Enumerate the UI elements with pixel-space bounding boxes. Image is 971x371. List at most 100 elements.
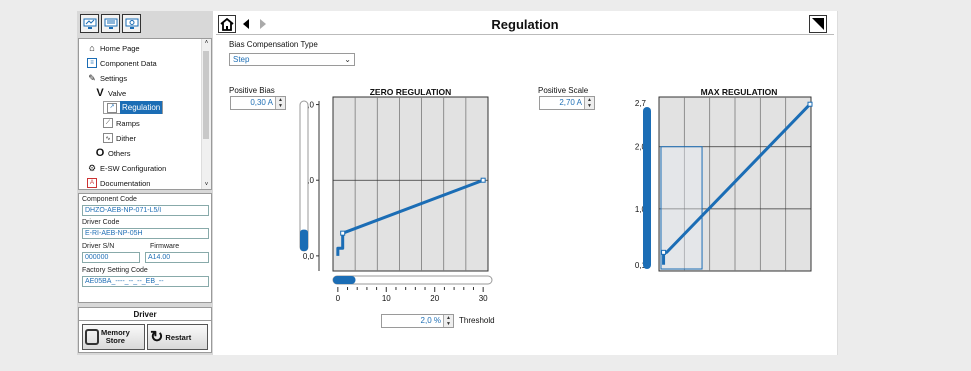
regulation-icon: ↗: [107, 102, 117, 113]
ramps-icon: ⟋: [103, 118, 113, 128]
nav-item-dither[interactable]: ∿ Dither: [103, 131, 136, 145]
nav-item-ramps[interactable]: ⟋ Ramps: [103, 116, 140, 130]
factory-setting-code-field: AE05BA_----_--_--_EB_--: [82, 276, 209, 287]
chevron-down-icon: ⌄: [344, 55, 351, 64]
component-code-field: DHZO-AEB-NP-071-L5/I: [82, 205, 209, 216]
spinner-arrows-icon[interactable]: ▲ ▼: [275, 97, 285, 109]
zero-regulation-line: [336, 178, 484, 256]
corner-triangle-icon: [812, 18, 824, 30]
threshold-spinner[interactable]: 2,0 % ▲ ▼: [381, 314, 454, 328]
pdf-icon: A: [87, 178, 97, 188]
threshold-slider-fill: [333, 276, 356, 284]
nav-item-component-data[interactable]: ≡ Component Data: [87, 56, 157, 70]
y-tick-label: 2,0: [635, 143, 647, 152]
home-button[interactable]: [218, 15, 236, 33]
dither-icon: ∿: [103, 133, 113, 143]
max-regulation-title: MAX REGULATION: [701, 87, 778, 97]
nav-scrollbar-thumb[interactable]: [203, 51, 209, 139]
line-point-marker: [340, 230, 346, 236]
positive-bias-spinner[interactable]: 0,30 A ▲ ▼: [230, 96, 286, 110]
threshold-value: 2,0 %: [420, 316, 441, 325]
scale-slider-fill: [643, 107, 651, 269]
chevron-down-icon[interactable]: ˅: [204, 182, 209, 188]
driver-code-field: E-RI-AEB-NP-05H: [82, 228, 209, 239]
regulation-charts: ZERO REGULATION 0,0 1,0 2,0 0 10 20 30 MAX REGUL…: [299, 87, 813, 303]
nav-item-others[interactable]: O Others: [95, 147, 131, 159]
nav-item-regulation[interactable]: ↗ Regulation: [103, 101, 164, 114]
memory-store-button[interactable]: Memory Store: [82, 324, 145, 350]
driver-sn-label: Driver S/N: [82, 243, 115, 250]
driver-code-label: Driver Code: [82, 219, 120, 226]
collapse-corner-button[interactable]: [809, 15, 827, 33]
home-icon: [220, 17, 234, 31]
configuration-icon: ⚙: [87, 162, 97, 173]
y-tick-label: 2,0: [303, 101, 315, 110]
back-button[interactable]: [237, 15, 255, 33]
home-icon: ⌂: [89, 43, 95, 53]
y-tick-label: 2,7: [635, 99, 647, 108]
page-header: Regulation: [216, 14, 834, 35]
data-icon: ≡: [87, 58, 97, 68]
nav-scrollbar[interactable]: ˄ ˅: [201, 39, 211, 189]
monitor-icon[interactable]: [122, 14, 141, 33]
positive-scale-label: Positive Scale: [538, 86, 589, 95]
pencil-icon: ✎: [88, 72, 96, 83]
max-regulation-range-box: [660, 146, 703, 270]
bias-compensation-type-value: Step: [233, 55, 250, 64]
bias-compensation-type-label: Bias Compensation Type: [229, 40, 318, 49]
driver-panel-title: Driver: [79, 310, 211, 321]
component-code-label: Component Code: [82, 196, 137, 203]
positive-scale-value: 2,70 A: [559, 98, 582, 107]
bias-compensation-type-select[interactable]: Step ⌄: [229, 53, 355, 66]
x-tick-label: 30: [479, 294, 488, 303]
y-tick-label: 0,1: [635, 261, 647, 270]
others-icon: O: [95, 147, 105, 159]
positive-bias-value: 0,30 A: [250, 98, 273, 107]
x-tick-label: 20: [430, 294, 439, 303]
firmware-field: A14.00: [145, 252, 209, 263]
line-point-marker: [480, 177, 486, 183]
memory-store-label: Memory Store: [101, 328, 130, 345]
nav-item-valve[interactable]: V Valve: [96, 87, 127, 99]
connection-toolbar: [80, 14, 141, 34]
monitor-settings-icon[interactable]: [101, 14, 120, 33]
spinner-arrows-icon[interactable]: ▲ ▼: [443, 315, 453, 327]
main-content: Regulation Bias Compensation Type Step ⌄…: [216, 11, 837, 355]
nav-item-e-sw-configuration[interactable]: ⚙ E-SW Configuration: [87, 162, 167, 173]
zero-regulation-title: ZERO REGULATION: [370, 87, 452, 97]
driver-panel: Driver Memory Store ↻ Restart: [78, 307, 212, 353]
line-point-marker: [807, 101, 813, 107]
zero-regulation-plot-area: [332, 96, 489, 272]
memory-chip-icon: [85, 329, 99, 345]
nav-item-home-page[interactable]: ⌂ Home Page: [87, 41, 139, 55]
restart-button[interactable]: ↻ Restart: [147, 324, 208, 350]
restart-label: Restart: [165, 332, 192, 342]
forward-arrow-icon: [260, 19, 266, 29]
nav-item-settings[interactable]: ✎ Settings: [88, 72, 128, 83]
y-tick-label: 1,0: [303, 176, 315, 185]
component-info-panel: Component Code DHZO-AEB-NP-071-L5/I Driv…: [78, 193, 212, 303]
restart-icon: ↻: [150, 329, 164, 346]
monitor-connect-icon[interactable]: [80, 14, 99, 33]
positive-bias-label: Positive Bias: [229, 86, 275, 95]
x-tick-label: 10: [382, 294, 391, 303]
threshold-slider-track: [332, 275, 493, 285]
firmware-label: Firmware: [150, 243, 180, 250]
nav-item-documentation[interactable]: A Documentation: [87, 176, 150, 189]
left-panel: ⌂ Home Page ≡ Component Data ✎ Settings V Va…: [77, 11, 213, 355]
page-title: Regulation: [491, 17, 559, 32]
application-window: ⌂ Home Page ≡ Component Data ✎ Settings V Va…: [77, 11, 838, 355]
x-tick-label: 0: [336, 294, 341, 303]
valve-icon: V: [96, 87, 104, 99]
navigation-tree: ⌂ Home Page ≡ Component Data ✎ Settings V Va…: [78, 38, 212, 190]
spinner-arrows-icon[interactable]: ▲ ▼: [584, 97, 594, 109]
driver-sn-field: 000000: [82, 252, 140, 263]
forward-button[interactable]: [254, 15, 272, 33]
back-arrow-icon: [243, 19, 249, 29]
y-tick-label: 0,0: [303, 252, 315, 261]
chevron-up-icon[interactable]: ˄: [204, 40, 209, 46]
line-point-marker: [661, 249, 667, 255]
bias-slider-fill: [300, 229, 308, 251]
positive-scale-spinner[interactable]: 2,70 A ▲ ▼: [539, 96, 595, 110]
threshold-label: Threshold: [459, 316, 495, 325]
